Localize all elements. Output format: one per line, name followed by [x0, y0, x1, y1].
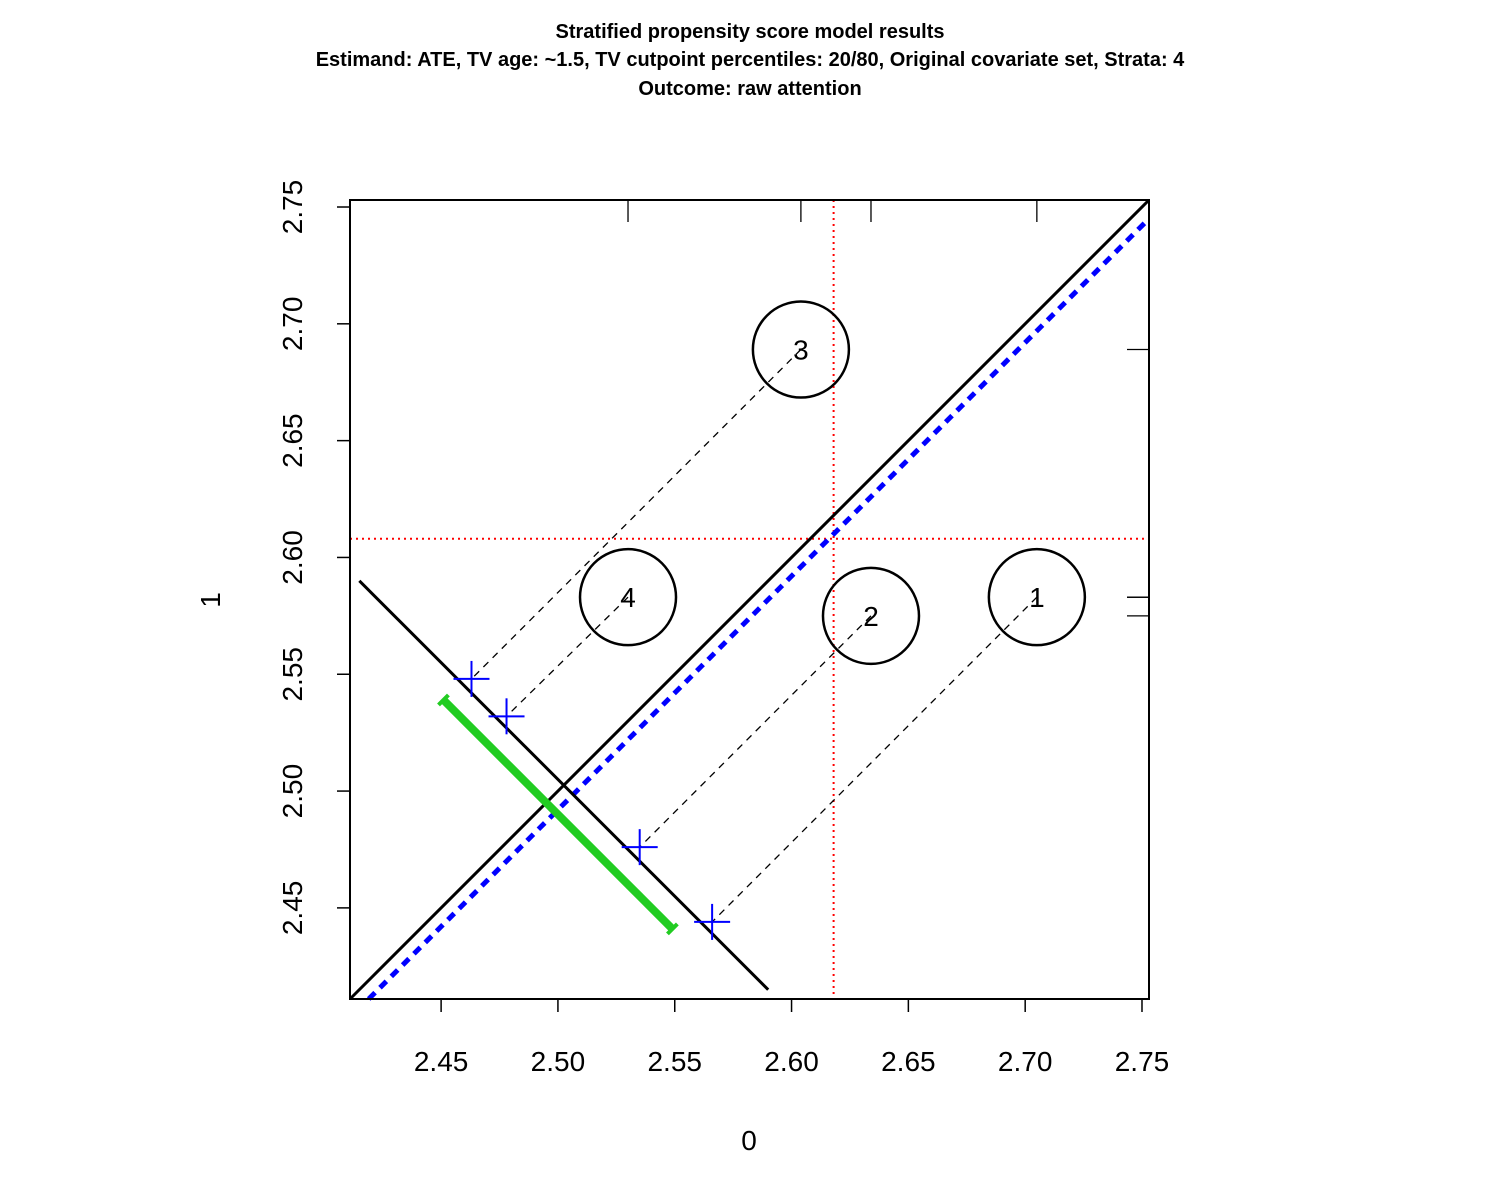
stratum-projection-line-4: [506, 596, 629, 717]
ci-cap-start: [437, 693, 450, 707]
x-tick-label-0: 2.45: [414, 1046, 469, 1077]
x-axis-label: 0: [741, 1125, 757, 1156]
x-tick-label-1: 2.50: [531, 1046, 586, 1077]
y-tick-label-6: 2.75: [277, 180, 308, 235]
x-axis: 2.45 2.50 2.55 2.60 2.65 2.70 2.75: [414, 999, 1169, 1077]
x-tick-label-3: 2.60: [764, 1046, 819, 1077]
y-tick-label-4: 2.65: [277, 413, 308, 468]
y-axis-label: 1: [195, 592, 226, 608]
y-tick-label-1: 2.50: [277, 764, 308, 819]
ci-cap-end: [666, 922, 679, 936]
x-tick-label-5: 2.70: [998, 1046, 1053, 1077]
stratum-circle-4: [578, 547, 678, 647]
chart-subtitle: Estimand: ATE, TV age: ~1.5, TV cutpoint…: [316, 49, 1185, 71]
stratum-label-3: 3: [793, 335, 809, 366]
ci-segment: [440, 697, 676, 932]
x-tick-label-4: 2.65: [881, 1046, 936, 1077]
stratum-projection-line-2: [639, 615, 872, 848]
stratum-circle-2: [821, 566, 921, 666]
stratum-projection-line-1: [711, 596, 1038, 923]
stratum-label-4: 4: [620, 582, 636, 613]
stratum-label-2: 2: [863, 601, 879, 632]
stratum-circle-3: [751, 300, 851, 399]
plot-content: 1 2 3 4: [348, 198, 1151, 1001]
y-tick-label-0: 2.45: [277, 881, 308, 936]
stratum-projection-line-3: [471, 349, 802, 680]
effect-line: [366, 216, 1151, 1001]
y-tick-label-5: 2.70: [277, 297, 308, 352]
chart-subtitle-outcome: Outcome: raw attention: [638, 78, 861, 100]
x-tick-label-6: 2.75: [1115, 1046, 1170, 1077]
x-tick-label-2: 2.55: [647, 1046, 702, 1077]
y-tick-label-2: 2.55: [277, 647, 308, 702]
chart-title: Stratified propensity score model result…: [556, 21, 945, 43]
stratum-circle-1: [987, 547, 1087, 647]
y-axis: 2.45 2.50 2.55 2.60 2.65 2.70 2.75: [277, 180, 350, 935]
identity-line: [348, 198, 1151, 1001]
stratum-label-1: 1: [1029, 582, 1045, 613]
y-tick-label-3: 2.60: [277, 530, 308, 585]
plot-frame: [349, 199, 1150, 1000]
